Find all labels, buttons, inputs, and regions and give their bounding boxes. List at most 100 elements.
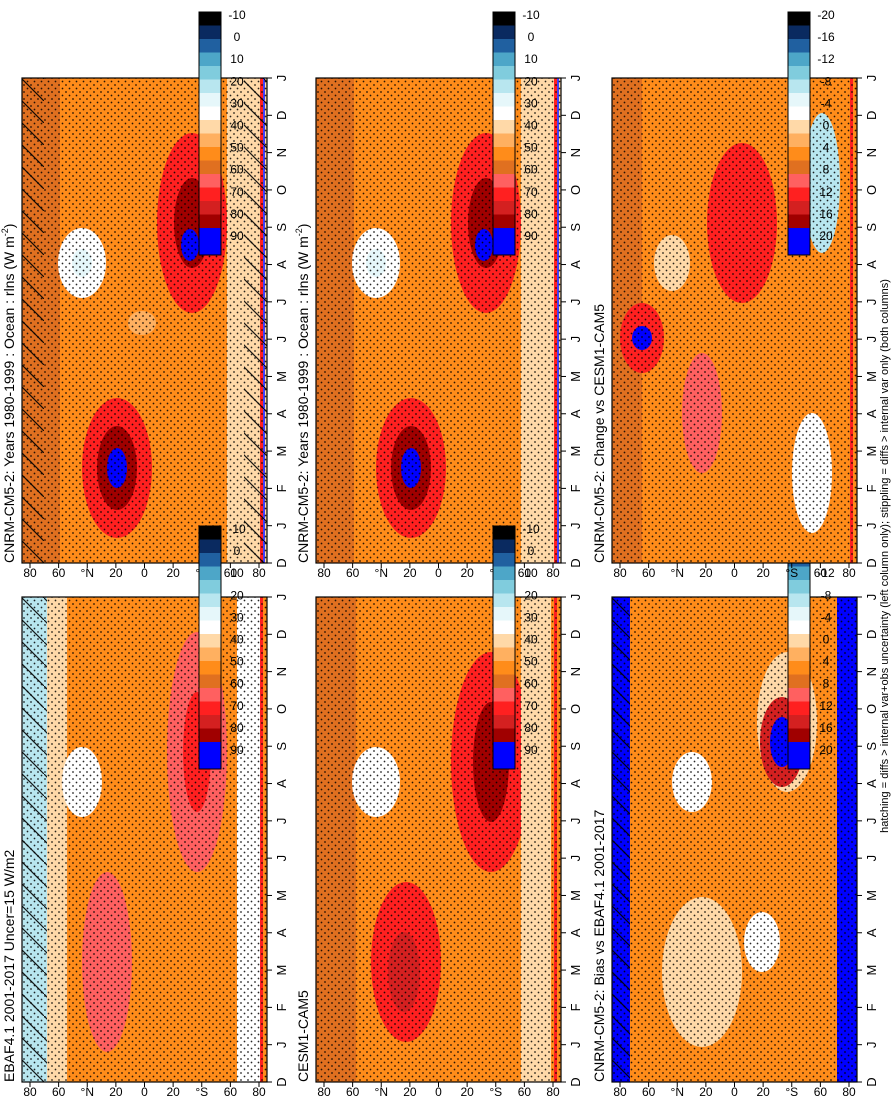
month-tick-label: J [274, 594, 289, 601]
latitude-tick-label: 60 [642, 566, 656, 580]
colorbar-swatch [199, 633, 221, 648]
colorbar-label: 8 [823, 677, 830, 691]
month-tick-label: J [274, 299, 289, 306]
colorbar-swatch [788, 579, 810, 594]
month-tick-label: J [568, 336, 583, 343]
month-axis: D J F M A M J J A S O N D J [267, 594, 289, 1087]
month-tick-label: J [274, 818, 289, 825]
month-tick-label: D [864, 1077, 879, 1086]
colorbar-swatch [199, 92, 221, 107]
month-tick-label: D [864, 630, 879, 639]
colorbar-label: -4 [821, 610, 832, 624]
colorbar-swatch [199, 525, 221, 540]
colorbar-label: 40 [524, 633, 538, 647]
month-tick-label: D [274, 111, 289, 120]
colorbar-label: 70 [230, 699, 244, 713]
latitude-tick-label: 20 [403, 566, 417, 580]
colorbar-label: -4 [821, 96, 832, 110]
month-tick-label: M [864, 371, 879, 382]
colorbar-label: 60 [524, 677, 538, 691]
month-axis: D J F M A M J J A S O N D J [561, 594, 583, 1087]
month-tick-label: J [864, 522, 879, 529]
latitude-tick-label: 0 [141, 1085, 148, 1099]
colorbar-label: 20 [819, 743, 833, 757]
colorbar-swatch [493, 241, 515, 255]
colorbar-swatch [788, 714, 810, 729]
colorbar-swatch [199, 160, 221, 174]
month-tick-label: O [274, 704, 289, 714]
month-tick-label: J [568, 1041, 583, 1048]
month-tick-label: D [568, 558, 583, 567]
latitude-tick-label: °N [375, 1085, 388, 1099]
colorbar-label: 0 [528, 30, 535, 44]
latitude-tick-label: °S [489, 1085, 502, 1099]
month-tick-label: M [568, 371, 583, 382]
panel-model-right: CNRM-CM5-2: Years 1980-1999 : Ocean : rl… [294, 8, 583, 580]
colorbar-label: 10 [230, 52, 244, 66]
latitude-tick-label: 60 [814, 566, 828, 580]
colorbar-swatch [199, 660, 221, 675]
colorbar-swatch [493, 133, 515, 147]
colorbar-swatch [493, 660, 515, 675]
colorbar-label: 10 [524, 566, 538, 580]
panel-bias: CNRM-CM5-2: Bias vs EBAF4.1 2001-2017 D J… [591, 522, 879, 1099]
latitude-tick-label: 60 [518, 566, 532, 580]
month-tick-label: M [274, 890, 289, 901]
latitude-tick-label: 0 [141, 566, 148, 580]
colorbar-swatch [199, 741, 221, 756]
latitude-tick-label: 80 [23, 566, 37, 580]
month-tick-label: J [274, 1041, 289, 1048]
latitude-tick-label: 60 [52, 1085, 66, 1099]
colorbar-label: -12 [817, 52, 835, 66]
latitude-tick-label: 20 [403, 1085, 417, 1099]
colorbar-swatch [788, 687, 810, 702]
colorbar-label: 50 [230, 141, 244, 155]
month-tick-label: F [864, 484, 879, 492]
colorbar-label: 80 [230, 207, 244, 221]
latitude-tick-label: 20 [166, 566, 180, 580]
latitude-tick-label: 80 [546, 1085, 560, 1099]
month-axis: D J F M A M J J A S O N D J [857, 594, 879, 1087]
colorbar-label: 80 [524, 721, 538, 735]
colorbar-label: 90 [524, 229, 538, 243]
colorbar-swatch [199, 65, 221, 80]
latitude-tick-label: 20 [460, 566, 474, 580]
month-tick-label: J [568, 855, 583, 862]
month-tick-label: M [864, 890, 879, 901]
month-tick-label: D [864, 558, 879, 567]
latitude-tick-label: °N [81, 566, 94, 580]
month-tick-label: J [864, 855, 879, 862]
month-axis: D J F M A M J J A S O N D J [267, 75, 289, 568]
latitude-tick-label: 60 [224, 1085, 238, 1099]
panel-title: CESM1-CAM5 [295, 990, 311, 1082]
colorbar-swatch [788, 160, 810, 174]
latitude-tick-label: 80 [613, 1085, 627, 1099]
latitude-tick-label: 60 [346, 566, 360, 580]
colorbar-label: 0 [823, 633, 830, 647]
latitude-axis: 80 60 °N 20 0 20 °S 60 80 [317, 1082, 560, 1099]
colorbar-label: 8 [823, 163, 830, 177]
latitude-tick-label: °S [785, 566, 798, 580]
month-tick-label: A [274, 928, 289, 937]
latitude-tick-label: 80 [317, 566, 331, 580]
colorbar-swatch [493, 728, 515, 742]
colorbar-swatch [493, 119, 515, 134]
colorbar-label: -10 [228, 522, 246, 536]
month-tick-label: A [864, 260, 879, 269]
month-tick-label: O [568, 185, 583, 195]
colorbar-label: -10 [522, 8, 540, 22]
month-tick-label: A [864, 779, 879, 788]
colorbar-label: 20 [524, 74, 538, 88]
latitude-tick-label: 60 [346, 1085, 360, 1099]
month-tick-label: J [568, 299, 583, 306]
colorbar-swatch [199, 52, 221, 66]
colorbar-swatch [493, 11, 515, 26]
colorbar: 90 80 70 60 50 40 30 20 10 0 -10 [198, 522, 246, 770]
colorbar-swatch [788, 25, 810, 39]
colorbar-label: 70 [524, 185, 538, 199]
month-tick-label: N [274, 148, 289, 157]
colorbar-swatch [199, 755, 221, 769]
colorbar-swatch [493, 200, 515, 215]
latitude-tick-label: 20 [166, 1085, 180, 1099]
colorbar-swatch [788, 593, 810, 607]
